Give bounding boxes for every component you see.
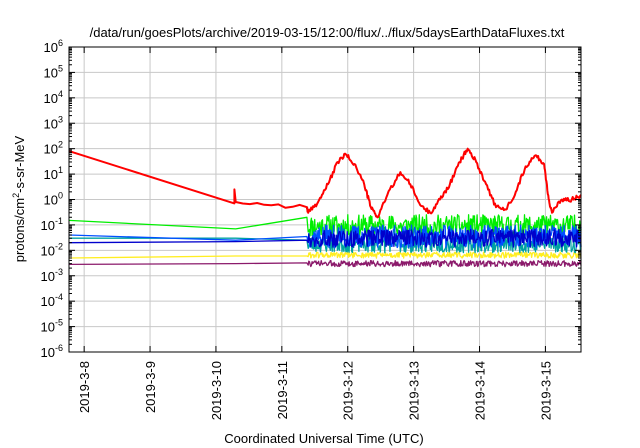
y-tick-label: 105 [44, 63, 63, 80]
series-line [68, 228, 582, 248]
y-axis-label: protons/cm2-s-sr-MeV [11, 135, 27, 262]
series-line [68, 259, 582, 268]
chart-title: /data/run/goesPlots/archive/2019-03-15/1… [90, 25, 565, 40]
x-axis-label: Coordinated Universal Time (UTC) [224, 431, 423, 446]
x-tick-label: 2019-3-8 [77, 361, 92, 413]
y-tick-label: 10-3 [41, 267, 63, 284]
y-axis-label-pre: protons/cm [12, 198, 27, 262]
y-tick-label: 10-4 [41, 292, 63, 309]
x-tick-label: 2019-3-10 [209, 361, 224, 420]
x-tick-label: 2019-3-13 [407, 361, 422, 420]
y-axis-label-post: -s-sr-MeV [12, 135, 27, 192]
x-tick-label: 2019-3-14 [473, 361, 488, 420]
y-tick-label: 10-2 [41, 241, 63, 258]
y-tick-label: 100 [44, 191, 63, 208]
y-tick-label: 10-6 [41, 343, 63, 360]
y-axis-label-sup: 2 [11, 193, 21, 198]
series-line [68, 251, 582, 259]
x-axis-ticks: 2019-3-8 2019-3-9 2019-3-10 2019-3-11 2019-3… [77, 47, 553, 420]
series-line [69, 234, 582, 254]
y-tick-label: 103 [44, 114, 63, 131]
x-tick-label: 2019-3-12 [341, 361, 356, 420]
y-tick-label: 102 [44, 140, 63, 157]
series-group [68, 147, 582, 268]
y-tick-label: 10-1 [41, 216, 63, 233]
y-tick-label: 104 [44, 89, 63, 106]
x-tick-label: 2019-3-9 [143, 361, 158, 413]
x-tick-label: 2019-3-11 [275, 361, 290, 419]
y-tick-label: 101 [44, 165, 63, 182]
y-tick-label: 10-5 [41, 318, 63, 335]
series-line [68, 214, 582, 239]
y-axis-ticks: 10-6 10-5 10-4 10-3 10-2 10-1 100 101 102 103 104 1… [41, 38, 581, 360]
y-tick-label: 106 [44, 38, 63, 55]
series-line [68, 147, 582, 219]
grid-lines [69, 47, 581, 352]
x-tick-label: 2019-3-15 [538, 361, 553, 420]
